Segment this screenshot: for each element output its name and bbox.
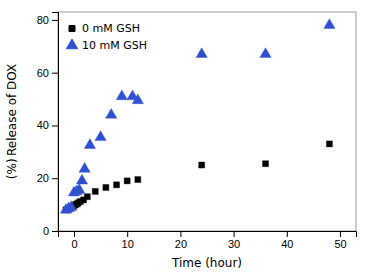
- legend-symbol: [69, 26, 75, 32]
- point: [132, 94, 143, 104]
- x-tick-label: 30: [228, 238, 240, 250]
- y-tick: 80: [37, 14, 58, 26]
- point: [92, 188, 98, 194]
- y-axis-title: (%) Release of DOX: [5, 64, 19, 179]
- x-tick-mark: [234, 231, 235, 237]
- legend-item: 10 mM GSH: [66, 39, 147, 52]
- chart: 0 10 20 30 40 50 0 20 40 60 80 0 mM GSH 10 mM GSH Tim…: [0, 0, 370, 275]
- point: [76, 174, 87, 184]
- point: [324, 19, 335, 29]
- point: [66, 201, 77, 211]
- legend-label: 10 mM GSH: [82, 39, 147, 52]
- y-tick: 20: [37, 172, 58, 184]
- x-tick-mark: [74, 231, 75, 237]
- y-tick: 40: [37, 119, 58, 131]
- y-axis: 0 20 40 60 80: [37, 13, 59, 238]
- point: [196, 48, 207, 58]
- series: [63, 141, 332, 213]
- x-axis: 0 10 20 30 40 50: [59, 231, 357, 250]
- x-tick-mark: [127, 231, 128, 237]
- y-tick: 0: [43, 225, 58, 237]
- y-tick-label: 40: [37, 119, 49, 131]
- point: [199, 162, 205, 168]
- point: [84, 139, 95, 149]
- x-tick: 10: [122, 231, 134, 250]
- point: [326, 141, 332, 147]
- points: [60, 19, 335, 213]
- x-tick: 40: [281, 231, 293, 250]
- plot-frame: [58, 12, 356, 231]
- x-tick-mark: [180, 231, 181, 237]
- legend-label: 0 mM GSH: [82, 22, 140, 35]
- y-tick-label: 60: [37, 67, 49, 79]
- point: [124, 178, 130, 184]
- point: [116, 90, 127, 100]
- y-tick-label: 80: [37, 14, 49, 26]
- x-tick: 50: [334, 231, 346, 250]
- y-tick: 60: [37, 67, 58, 79]
- x-tick-label: 20: [175, 238, 187, 250]
- point: [260, 48, 271, 58]
- y-tick-mark: [52, 125, 58, 126]
- point: [106, 108, 117, 118]
- point: [114, 182, 120, 188]
- x-tick-label: 0: [71, 238, 77, 250]
- x-tick-label: 50: [334, 238, 346, 250]
- point: [103, 184, 109, 190]
- point: [84, 194, 90, 200]
- point: [74, 184, 85, 194]
- y-tick-label: 20: [37, 172, 49, 184]
- x-axis-line: [59, 232, 357, 238]
- x-tick: 20: [175, 231, 187, 250]
- x-tick-label: 40: [281, 238, 293, 250]
- point: [79, 162, 90, 172]
- x-tick-mark: [340, 231, 341, 237]
- x-tick: 0: [71, 231, 77, 250]
- y-tick-mark: [52, 20, 58, 21]
- x-tick: 30: [228, 231, 240, 250]
- point: [135, 177, 141, 183]
- series: [60, 19, 335, 213]
- y-tick-label: 0: [43, 225, 49, 237]
- legend-symbol: [66, 39, 77, 49]
- plot: 0 10 20 30 40 50 0 20 40 60 80 0 mM GSH 10 mM GSH: [37, 12, 357, 250]
- y-tick-mark: [52, 73, 58, 74]
- x-axis-title: Time (hour): [171, 256, 242, 270]
- y-tick-mark: [52, 231, 58, 232]
- point: [95, 131, 106, 141]
- x-tick-label: 10: [122, 238, 134, 250]
- y-axis-line: [52, 13, 59, 232]
- legend: 0 mM GSH 10 mM GSH: [66, 22, 147, 52]
- x-tick-mark: [287, 231, 288, 237]
- point: [263, 161, 269, 167]
- y-tick-mark: [52, 178, 58, 179]
- legend-item: 0 mM GSH: [69, 22, 140, 35]
